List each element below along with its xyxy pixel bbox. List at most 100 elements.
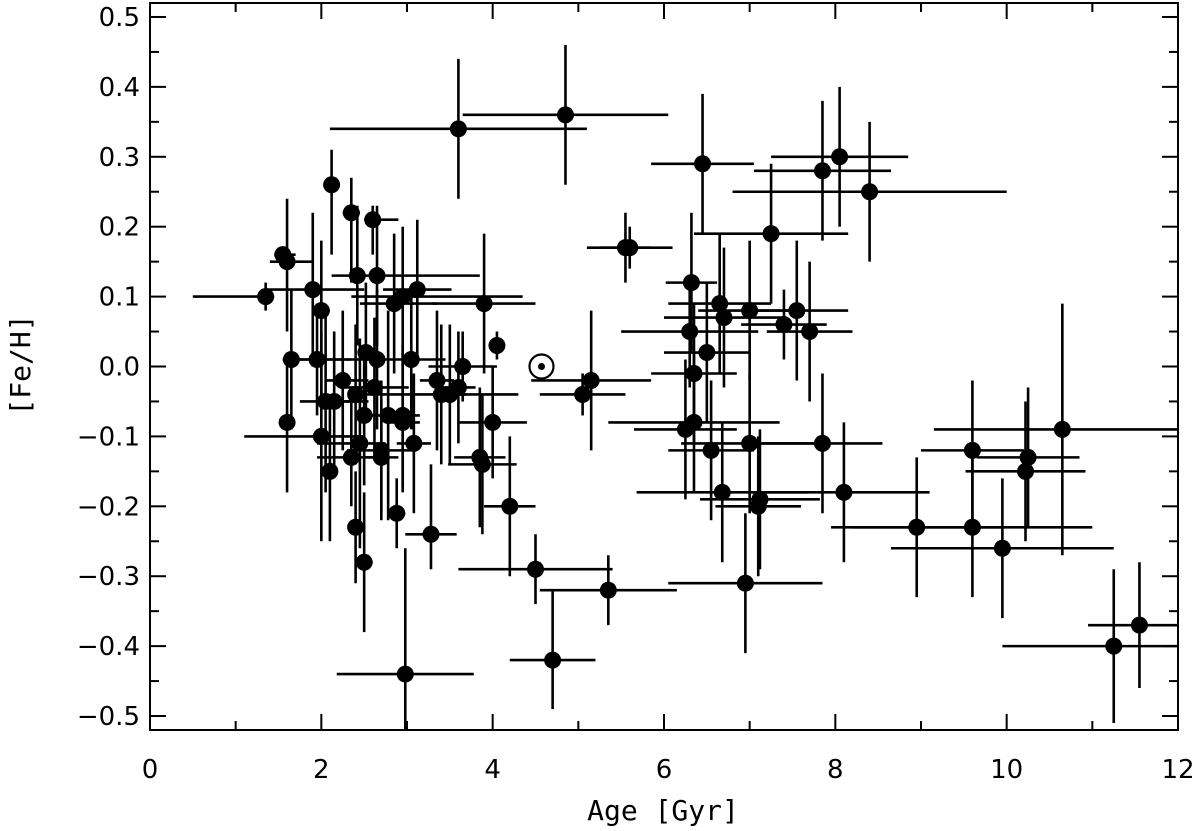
data-point (574, 385, 592, 403)
data-point (685, 413, 703, 431)
data-point (348, 267, 366, 285)
data-point (308, 351, 326, 369)
data-point (405, 434, 423, 452)
data-point (368, 351, 386, 369)
data-point (736, 574, 754, 592)
data-point (682, 274, 700, 292)
data-point (775, 316, 793, 334)
data-point (282, 351, 300, 369)
data-point (334, 371, 352, 389)
data-point (408, 281, 426, 299)
data-point (394, 288, 412, 306)
y-tick-label: 0.0 (99, 353, 140, 383)
data-point (694, 155, 712, 173)
data-point (304, 281, 322, 299)
data-point (762, 225, 780, 243)
data-point (711, 295, 729, 313)
data-point (993, 539, 1011, 557)
data-point (544, 651, 562, 669)
data-point (681, 323, 699, 341)
sun-symbol-dot (537, 363, 545, 370)
data-point (1019, 448, 1037, 466)
data-point (861, 183, 879, 201)
data-point (368, 267, 386, 285)
data-point (556, 106, 574, 124)
data-point (347, 518, 365, 536)
x-tick-label: 8 (827, 755, 844, 785)
data-point (484, 413, 502, 431)
data-point (428, 371, 446, 389)
data-point (1017, 462, 1035, 480)
data-point (355, 406, 373, 424)
data-point (347, 385, 365, 403)
data-point (396, 665, 414, 683)
data-point (788, 302, 806, 320)
data-point (394, 413, 412, 431)
y-tick-label: 0.2 (99, 213, 140, 243)
x-tick-label: 10 (990, 755, 1023, 785)
data-point (402, 351, 420, 369)
data-point (527, 560, 544, 578)
y-tick-label: 0.5 (99, 3, 140, 33)
data-point (713, 483, 731, 501)
data-point (473, 455, 491, 473)
data-point (379, 406, 397, 424)
plot-border (149, 2, 1179, 731)
data-point (741, 302, 759, 320)
x-axis-title: Age [Gyr] (587, 794, 739, 827)
x-tick-label: 6 (656, 755, 673, 785)
data-point (501, 497, 519, 515)
data-point (323, 176, 341, 194)
data-point (715, 309, 733, 327)
data-point (621, 239, 639, 257)
data-point (698, 344, 716, 362)
y-tick-label: −0.2 (77, 492, 140, 522)
data-point (351, 434, 369, 452)
data-point (1130, 616, 1148, 634)
y-tick-label: −0.4 (77, 632, 140, 662)
data-point (364, 211, 382, 229)
data-point (813, 162, 831, 180)
sun-marker (528, 353, 555, 380)
data-point (342, 204, 360, 222)
data-point (388, 504, 406, 522)
data-point (449, 378, 467, 396)
data-point (278, 253, 296, 271)
data-point (257, 288, 275, 306)
y-axis-title: [Fe/H] (4, 314, 37, 415)
y-tick-label: −0.3 (77, 562, 140, 592)
data-point (475, 295, 493, 313)
y-tick-label: −0.5 (77, 702, 140, 732)
data-points (257, 106, 1148, 683)
data-point (488, 337, 506, 355)
data-point (325, 392, 343, 410)
y-tick-label: −0.1 (77, 422, 140, 452)
y-tick-label: 0.4 (99, 73, 140, 103)
data-point (1053, 420, 1071, 438)
data-point (582, 371, 600, 389)
data-point (831, 148, 849, 166)
plot-frame (149, 2, 1179, 731)
data-point (813, 434, 831, 452)
data-point (365, 378, 383, 396)
x-tick-label: 0 (142, 755, 159, 785)
data-point (685, 364, 703, 382)
data-point (312, 302, 330, 320)
data-point (835, 483, 853, 501)
data-point (741, 434, 759, 452)
data-point (908, 518, 926, 536)
x-tick-label: 4 (484, 755, 501, 785)
x-tick-label: 2 (313, 755, 330, 785)
axis-ticks (149, 3, 1179, 730)
data-point (355, 553, 373, 571)
tick-labels: 0 2 4 6 8 10 12 −0.5 −0.4 −0.3 −0.2 −0.1 0.0 0.1 0.2 0.… (77, 3, 1195, 785)
data-point (751, 490, 769, 508)
data-point (702, 441, 720, 459)
data-point (449, 120, 467, 138)
data-point (422, 525, 440, 543)
x-tick-label: 12 (1161, 755, 1194, 785)
data-point (599, 581, 617, 599)
data-point (278, 413, 296, 431)
y-tick-label: 0.3 (99, 143, 140, 173)
